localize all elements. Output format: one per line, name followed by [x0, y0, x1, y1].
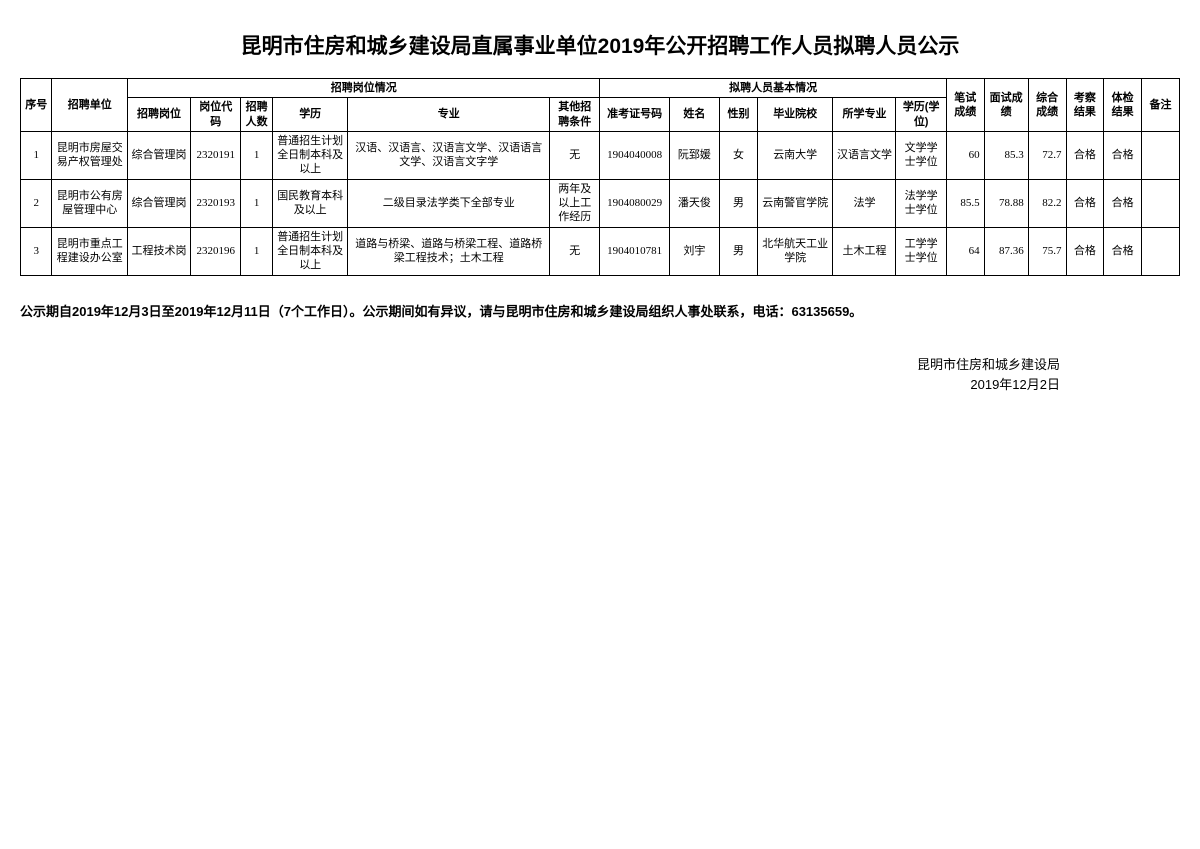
document-title: 昆明市住房和城乡建设局直属事业单位2019年公开招聘工作人员拟聘人员公示	[20, 30, 1180, 60]
cell-degree: 法学学士学位	[896, 179, 946, 227]
header-edu: 学历	[272, 98, 348, 132]
cell-seq: 1	[21, 131, 52, 179]
cell-name: 潘天俊	[669, 179, 719, 227]
header-degree: 学历(学位)	[896, 98, 946, 132]
header-seq: 序号	[21, 79, 52, 132]
table-row: 2昆明市公有房屋管理中心综合管理岗23201931国民教育本科及以上二级目录法学…	[21, 179, 1180, 227]
signature-block: 昆明市住房和城乡建设局 2019年12月2日	[20, 355, 1180, 397]
cell-edu: 普通招生计划全日制本科及以上	[272, 131, 348, 179]
cell-inspect: 合格	[1066, 131, 1104, 179]
cell-degree: 文学学士学位	[896, 131, 946, 179]
cell-unit: 昆明市公有房屋管理中心	[52, 179, 128, 227]
header-group-person: 拟聘人员基本情况	[600, 79, 946, 98]
cell-position_code: 2320191	[191, 131, 241, 179]
cell-position: 综合管理岗	[128, 131, 191, 179]
cell-count: 1	[241, 131, 272, 179]
cell-inspect: 合格	[1066, 179, 1104, 227]
header-exam-no: 准考证号码	[600, 98, 669, 132]
cell-studied_major: 土木工程	[833, 227, 896, 275]
table-row: 3昆明市重点工程建设办公室工程技术岗23201961普通招生计划全日制本科及以上…	[21, 227, 1180, 275]
header-school: 毕业院校	[757, 98, 833, 132]
cell-exam_no: 1904010781	[600, 227, 669, 275]
cell-position_code: 2320193	[191, 179, 241, 227]
table-body: 1昆明市房屋交易产权管理处综合管理岗23201911普通招生计划全日制本科及以上…	[21, 131, 1180, 275]
header-position-code: 岗位代码	[191, 98, 241, 132]
cell-school: 云南大学	[757, 131, 833, 179]
header-group-position: 招聘岗位情况	[128, 79, 600, 98]
cell-remark	[1142, 131, 1180, 179]
cell-gender: 女	[720, 131, 758, 179]
cell-name: 阮郅媛	[669, 131, 719, 179]
cell-position_code: 2320196	[191, 227, 241, 275]
cell-medical: 合格	[1104, 179, 1142, 227]
cell-total: 72.7	[1028, 131, 1066, 179]
cell-position: 工程技术岗	[128, 227, 191, 275]
header-studied-major: 所学专业	[833, 98, 896, 132]
cell-exam_no: 1904080029	[600, 179, 669, 227]
cell-count: 1	[241, 227, 272, 275]
cell-remark	[1142, 227, 1180, 275]
cell-written: 64	[946, 227, 984, 275]
cell-major: 道路与桥梁、道路与桥梁工程、道路桥梁工程技术；土木工程	[348, 227, 550, 275]
cell-gender: 男	[720, 227, 758, 275]
header-count: 招聘人数	[241, 98, 272, 132]
signature-date: 2019年12月2日	[20, 375, 1060, 396]
cell-name: 刘宇	[669, 227, 719, 275]
cell-medical: 合格	[1104, 131, 1142, 179]
cell-exam_no: 1904040008	[600, 131, 669, 179]
cell-interview: 78.88	[984, 179, 1028, 227]
cell-position: 综合管理岗	[128, 179, 191, 227]
cell-total: 82.2	[1028, 179, 1066, 227]
cell-major: 二级目录法学类下全部专业	[348, 179, 550, 227]
cell-other_req: 两年及以上工作经历	[550, 179, 600, 227]
header-major: 专业	[348, 98, 550, 132]
notice-text: 公示期自2019年12月3日至2019年12月11日（7个工作日）。公示期间如有…	[20, 301, 1180, 320]
cell-other_req: 无	[550, 227, 600, 275]
cell-total: 75.7	[1028, 227, 1066, 275]
cell-interview: 87.36	[984, 227, 1028, 275]
cell-studied_major: 汉语言文学	[833, 131, 896, 179]
table-row: 1昆明市房屋交易产权管理处综合管理岗23201911普通招生计划全日制本科及以上…	[21, 131, 1180, 179]
cell-gender: 男	[720, 179, 758, 227]
cell-edu: 国民教育本科及以上	[272, 179, 348, 227]
cell-seq: 3	[21, 227, 52, 275]
header-remark: 备注	[1142, 79, 1180, 132]
cell-school: 北华航天工业学院	[757, 227, 833, 275]
header-inspect: 考察结果	[1066, 79, 1104, 132]
cell-unit: 昆明市房屋交易产权管理处	[52, 131, 128, 179]
cell-seq: 2	[21, 179, 52, 227]
header-interview: 面试成绩	[984, 79, 1028, 132]
cell-studied_major: 法学	[833, 179, 896, 227]
cell-interview: 85.3	[984, 131, 1028, 179]
cell-written: 85.5	[946, 179, 984, 227]
cell-edu: 普通招生计划全日制本科及以上	[272, 227, 348, 275]
cell-degree: 工学学士学位	[896, 227, 946, 275]
cell-inspect: 合格	[1066, 227, 1104, 275]
cell-major: 汉语、汉语言、汉语言文学、汉语语言文学、汉语言文字学	[348, 131, 550, 179]
header-other-req: 其他招聘条件	[550, 98, 600, 132]
header-unit: 招聘单位	[52, 79, 128, 132]
header-written: 笔试成绩	[946, 79, 984, 132]
cell-other_req: 无	[550, 131, 600, 179]
cell-remark	[1142, 179, 1180, 227]
cell-medical: 合格	[1104, 227, 1142, 275]
header-medical: 体检结果	[1104, 79, 1142, 132]
cell-school: 云南警官学院	[757, 179, 833, 227]
cell-count: 1	[241, 179, 272, 227]
header-gender: 性别	[720, 98, 758, 132]
recruitment-table: 序号 招聘单位 招聘岗位情况 拟聘人员基本情况 笔试成绩 面试成绩 综合成绩 考…	[20, 78, 1180, 276]
header-total: 综合成绩	[1028, 79, 1066, 132]
header-position: 招聘岗位	[128, 98, 191, 132]
signature-org: 昆明市住房和城乡建设局	[20, 355, 1060, 376]
cell-written: 60	[946, 131, 984, 179]
header-name: 姓名	[669, 98, 719, 132]
cell-unit: 昆明市重点工程建设办公室	[52, 227, 128, 275]
